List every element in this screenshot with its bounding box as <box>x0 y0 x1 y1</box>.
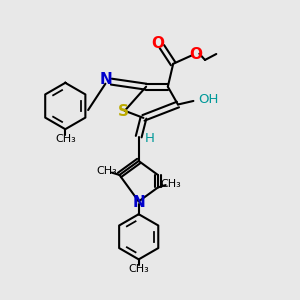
Text: CH₃: CH₃ <box>128 264 149 274</box>
Text: N: N <box>132 194 145 209</box>
Text: O: O <box>189 47 202 62</box>
Text: OH: OH <box>198 93 218 106</box>
Text: O: O <box>151 35 164 50</box>
Text: N: N <box>100 72 112 87</box>
Text: CH₃: CH₃ <box>96 167 117 176</box>
Text: CH₃: CH₃ <box>55 134 76 144</box>
Text: S: S <box>118 104 128 119</box>
Text: H: H <box>145 132 155 145</box>
Text: CH₃: CH₃ <box>160 179 182 189</box>
